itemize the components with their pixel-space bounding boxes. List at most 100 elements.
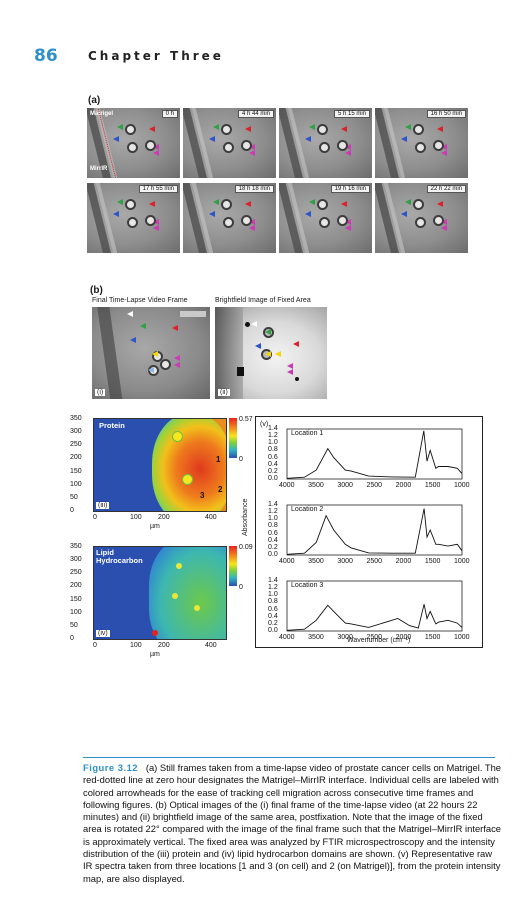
spectrum-x-tick: 3500: [308, 634, 324, 641]
spectrum-x-tick: 3500: [308, 482, 324, 489]
time-lapse-frame: 17 h 55 min: [87, 183, 180, 253]
map-y-tick: 100: [70, 608, 82, 616]
spectrum-y-tick: 1.4: [268, 425, 278, 432]
cell-arrowhead: [305, 136, 311, 142]
cell-arrowhead: [345, 144, 351, 150]
cell-arrowhead: [153, 150, 159, 156]
cell-arrowhead: [213, 124, 219, 130]
map-y-tick: 200: [70, 582, 82, 590]
map-y-tick: 100: [70, 480, 82, 488]
cell: [241, 140, 252, 151]
map-y-tick: 0: [70, 507, 74, 514]
frame-timestamp: 17 h 55 min: [138, 185, 178, 193]
cell: [415, 217, 426, 228]
cell: [145, 215, 156, 226]
spectrum-x-tick: 1000: [454, 482, 470, 489]
panel-b-right-title: Brightfield Image of Fixed Area: [215, 297, 311, 304]
time-lapse-frame: 5 h 15 min: [279, 108, 372, 178]
map-x-tick: 0: [93, 642, 97, 649]
spectrum-y-tick: 0.0: [268, 627, 278, 634]
spectrum-x-tick: 2500: [366, 482, 383, 489]
panel-b-i-tag: (i): [95, 389, 106, 396]
protein-map: Protein 1 2 3 (iii): [93, 418, 227, 512]
cell-arrowhead: [309, 199, 315, 205]
spectrum-y-tick: 1.4: [268, 501, 278, 508]
spectrum-y-tick: 1.0: [268, 591, 278, 599]
lipid-map-tag: (iv): [96, 630, 110, 637]
spectrum-y-tick: 1.2: [268, 432, 278, 440]
map-y-tick: 50: [70, 621, 78, 629]
cell-arrowhead: [209, 211, 215, 217]
time-lapse-frame: 19 h 16 min: [279, 183, 372, 253]
cell: [433, 215, 444, 226]
spectrum-x-tick: 1500: [424, 482, 441, 489]
frame-timestamp: 16 h 50 min: [426, 110, 466, 118]
spectrum-x-tick: 3000: [337, 558, 353, 565]
cell: [125, 124, 136, 135]
cell-arrowhead: [249, 150, 255, 156]
cell: [319, 142, 330, 153]
cell-arrowhead: [153, 144, 159, 150]
spectrum-y-tick: 0.2: [268, 619, 278, 627]
map-y-tick: 150: [70, 595, 82, 603]
spectrum-location-label: Location 3: [291, 582, 324, 589]
lipid-scale-min: 0: [239, 584, 243, 591]
figure-caption: Figure 3.12 (a) Still frames taken from …: [83, 762, 503, 885]
final-frame-image: (i): [92, 307, 210, 399]
cell-arrowhead: [437, 126, 443, 132]
point-label-1: 1: [216, 455, 221, 464]
cell: [221, 124, 232, 135]
spectrum-y-tick: 0.8: [268, 522, 278, 530]
cell-arrowhead: [149, 201, 155, 207]
cell-arrowhead: [345, 219, 351, 225]
lipid-scale-max: 0.09: [239, 544, 253, 551]
spectrum-x-tick: 4000: [279, 634, 295, 641]
lipid-map-title-1: Lipid: [96, 548, 114, 557]
panel-b-left-title: Final Time-Lapse Video Frame: [92, 297, 188, 304]
time-lapse-frame: 4 h 44 min: [183, 108, 276, 178]
map-x-tick: 100: [130, 642, 142, 649]
spectrum-x-tick: 2500: [366, 634, 383, 641]
lipid-map-title-2: Hydrocarbon: [96, 556, 143, 565]
cell: [317, 124, 328, 135]
cell-arrowhead: [345, 150, 351, 156]
protein-scale-max: 0.57: [239, 416, 253, 423]
map-y-tick: 150: [70, 467, 82, 475]
cell-arrowhead: [305, 211, 311, 217]
map-y-tick: 300: [70, 428, 82, 436]
cell-arrowhead: [249, 144, 255, 150]
spectrum-y-tick: 0.6: [268, 453, 278, 461]
cell: [317, 199, 328, 210]
cell-arrowhead: [245, 201, 251, 207]
spectrum-location-label: Location 1: [291, 430, 324, 437]
cell: [319, 217, 330, 228]
map-x-tick: 200: [158, 514, 170, 521]
spectrum-y-tick: 0.2: [268, 467, 278, 475]
spectrum-x-tick: 3000: [337, 634, 353, 641]
spectra-y-label: Absorbance: [242, 498, 249, 536]
panel-b-ii-tag: (ii): [218, 389, 230, 396]
spectra-tag: (v): [260, 421, 269, 428]
cell: [127, 142, 138, 153]
spectrum-location-label: Location 2: [291, 506, 324, 513]
cell-arrowhead: [345, 225, 351, 231]
frame-timestamp: 22 h 22 min: [426, 185, 466, 193]
chapter-title: Chapter Three: [88, 49, 224, 63]
map-x-tick: 100: [130, 514, 142, 521]
spectrum-x-tick: 2000: [395, 482, 412, 489]
spectrum-y-tick: 1.2: [268, 584, 278, 592]
time-lapse-frame: 22 h 22 min: [375, 183, 468, 253]
map-y-tick: 0: [70, 635, 74, 642]
panel-a-label: (a): [88, 95, 101, 106]
time-lapse-frame: 0 h Matrigel MirrIR: [87, 108, 180, 178]
cell-arrowhead: [153, 219, 159, 225]
spectrum-y-tick: 0.6: [268, 605, 278, 613]
page-number: 86: [34, 46, 58, 66]
cell: [125, 199, 136, 210]
time-lapse-frame: 18 h 18 min: [183, 183, 276, 253]
cell-arrowhead: [117, 124, 123, 130]
protein-scale-min: 0: [239, 456, 243, 463]
cell: [433, 140, 444, 151]
spectrum-y-tick: 0.0: [268, 551, 278, 558]
cell-arrowhead: [405, 199, 411, 205]
